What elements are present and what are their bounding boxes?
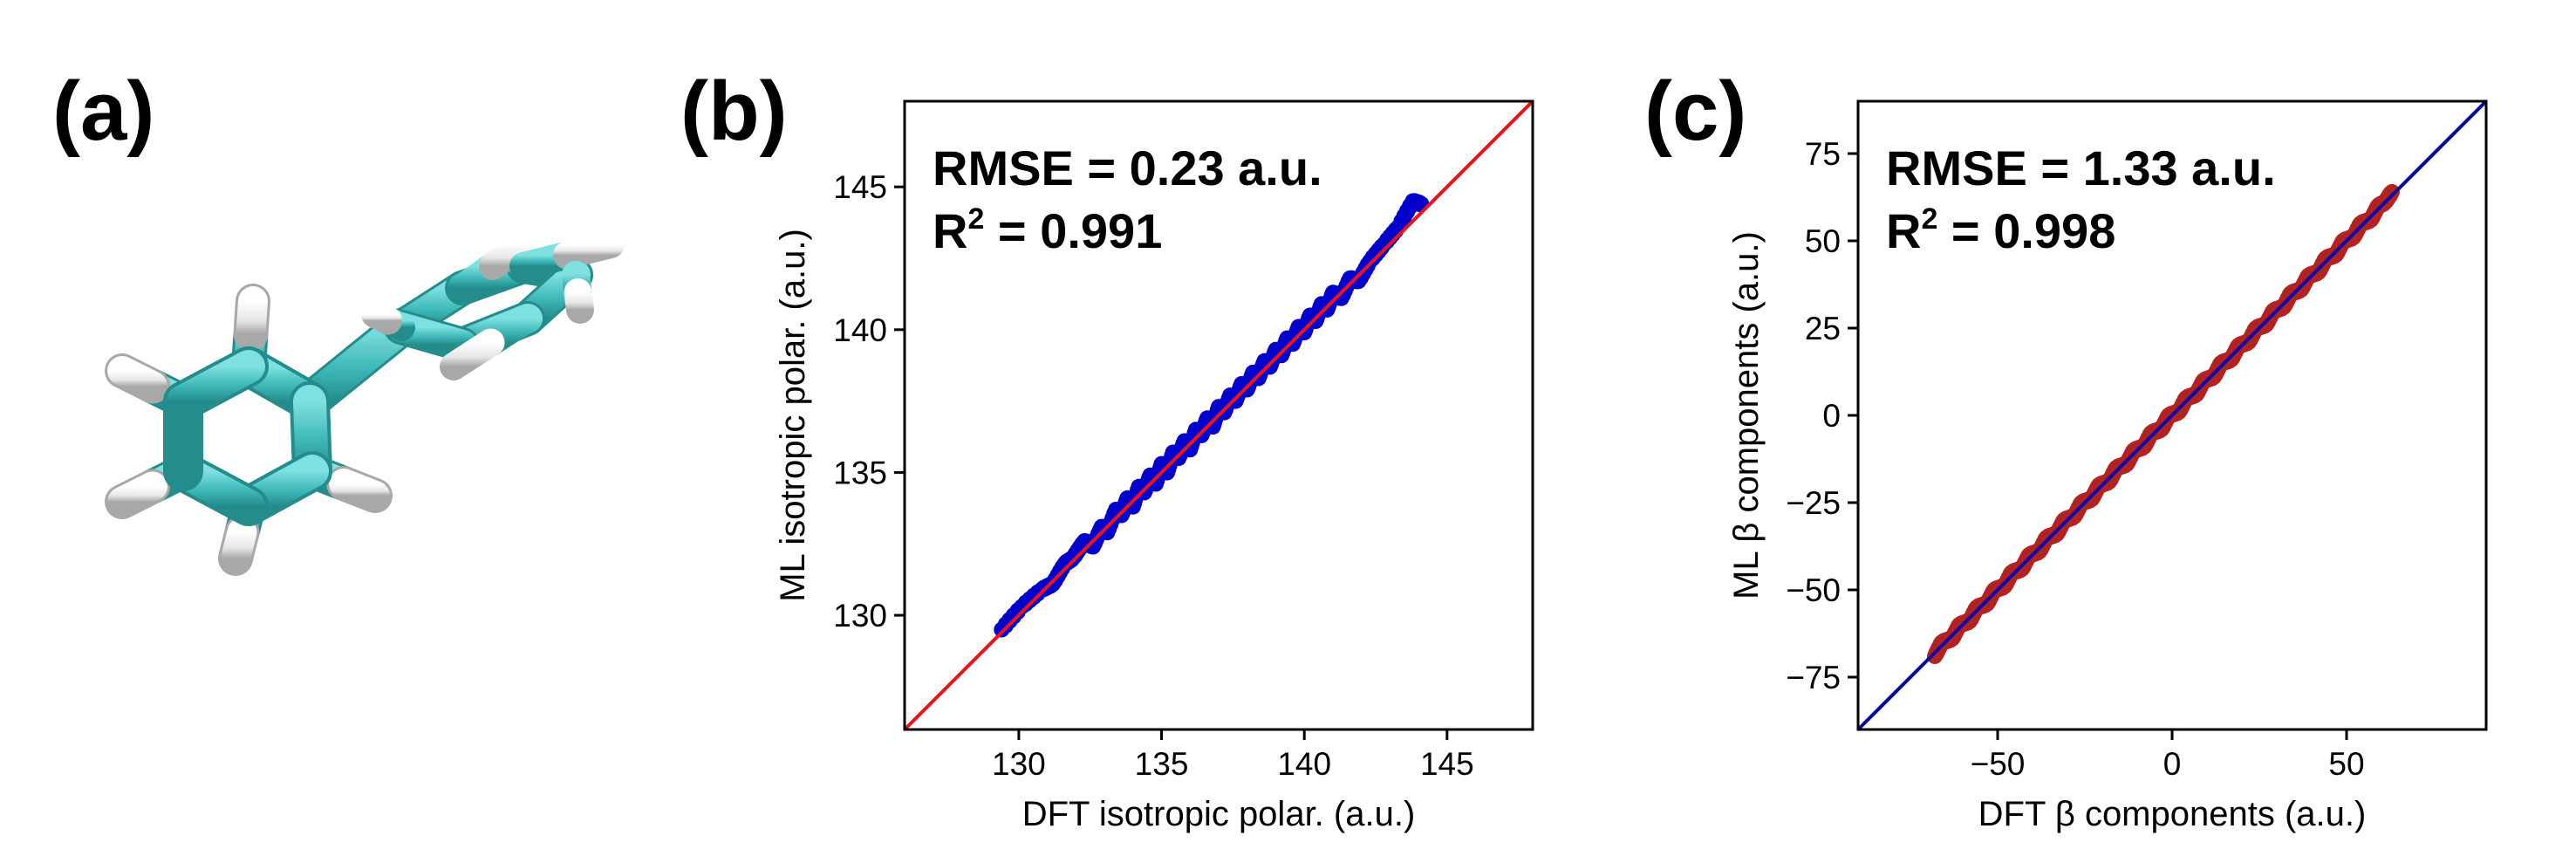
y-axis-label-c: ML β components (a.u.) xyxy=(1727,231,1766,599)
molecule-bond xyxy=(479,230,537,280)
panel-label-a: (a) xyxy=(52,65,154,158)
x-tick-label: 130 xyxy=(992,746,1046,782)
x-tick-label: 0 xyxy=(2163,746,2182,782)
r2-prefix-c: R xyxy=(1886,203,1921,258)
x-axis-label-c: DFT β components (a.u.) xyxy=(1978,795,2367,833)
rmse-annotation-c: RMSE = 1.33 a.u. xyxy=(1886,140,2276,195)
reference-line-c xyxy=(1856,99,2488,731)
y-axis-label-b: ML isotropic polar. (a.u.) xyxy=(774,229,812,602)
x-ticks-c: −50 0 50 xyxy=(1971,729,2365,782)
molecule-bond xyxy=(361,300,402,335)
scatter-points-b xyxy=(994,193,1430,638)
y-tick-label: 75 xyxy=(1805,136,1841,172)
molecule-bond xyxy=(167,350,265,418)
reference-line-b xyxy=(903,99,1534,731)
molecule-bond xyxy=(221,517,257,573)
y-ticks-c: −75 −50 −25 0 25 50 75 xyxy=(1786,136,1858,695)
y-tick-label: 25 xyxy=(1805,311,1841,346)
molecule-bond xyxy=(440,328,505,380)
x-tick-label: 135 xyxy=(1135,746,1189,782)
x-tick-label: 145 xyxy=(1420,746,1474,782)
scatter-point xyxy=(2384,184,2400,200)
r2-prefix-b: R xyxy=(933,203,967,258)
molecule-bond xyxy=(329,469,390,510)
panel-label-c: (c) xyxy=(1644,65,1746,158)
r2-value-c: = 0.998 xyxy=(1937,203,2115,258)
chart-panel-c: −50 0 50 −75 −50 −25 0 25 50 75 DFT β components… xyxy=(1727,99,2488,833)
molecule-bond xyxy=(107,356,167,401)
r2-annotation-c: R2 = 0.998 xyxy=(1886,202,2115,258)
molecule-bond xyxy=(236,286,268,349)
x-axis-label-b: DFT isotropic polar. (a.u.) xyxy=(1022,795,1416,833)
y-tick-label: −50 xyxy=(1786,572,1841,608)
r2-superscript-c: 2 xyxy=(1921,202,1937,236)
r2-annotation-b: R2 = 0.991 xyxy=(933,202,1162,258)
molecule-bond xyxy=(564,278,594,324)
molecule-bond xyxy=(553,230,625,270)
y-tick-label: 0 xyxy=(1822,398,1841,434)
x-ticks-b: 130 135 140 145 xyxy=(992,729,1474,782)
panel-label-b: (b) xyxy=(680,65,788,158)
y-ticks-b: 130 135 140 145 xyxy=(833,169,905,634)
molecule-bond xyxy=(107,471,167,517)
y-tick-label: −75 xyxy=(1786,660,1841,695)
biphenyl-molecule-image xyxy=(105,230,625,576)
rmse-annotation-b: RMSE = 0.23 a.u. xyxy=(933,140,1322,195)
plot-frame-b xyxy=(903,99,1534,731)
y-tick-label: 135 xyxy=(833,455,887,490)
y-tick-label: 50 xyxy=(1805,223,1841,259)
y-tick-label: 145 xyxy=(833,169,887,205)
r2-value-b: = 0.991 xyxy=(984,203,1162,258)
x-tick-label: 140 xyxy=(1277,746,1331,782)
r2-superscript-b: 2 xyxy=(967,202,984,236)
y-tick-label: 140 xyxy=(833,312,887,348)
y-tick-label: 130 xyxy=(833,598,887,634)
x-tick-label: −50 xyxy=(1971,746,2026,782)
y-tick-label: −25 xyxy=(1786,485,1841,521)
x-tick-label: 50 xyxy=(2328,746,2364,782)
chart-panel-b: 130 135 140 145 130 135 140 145 DFT isotropic … xyxy=(774,99,1534,833)
